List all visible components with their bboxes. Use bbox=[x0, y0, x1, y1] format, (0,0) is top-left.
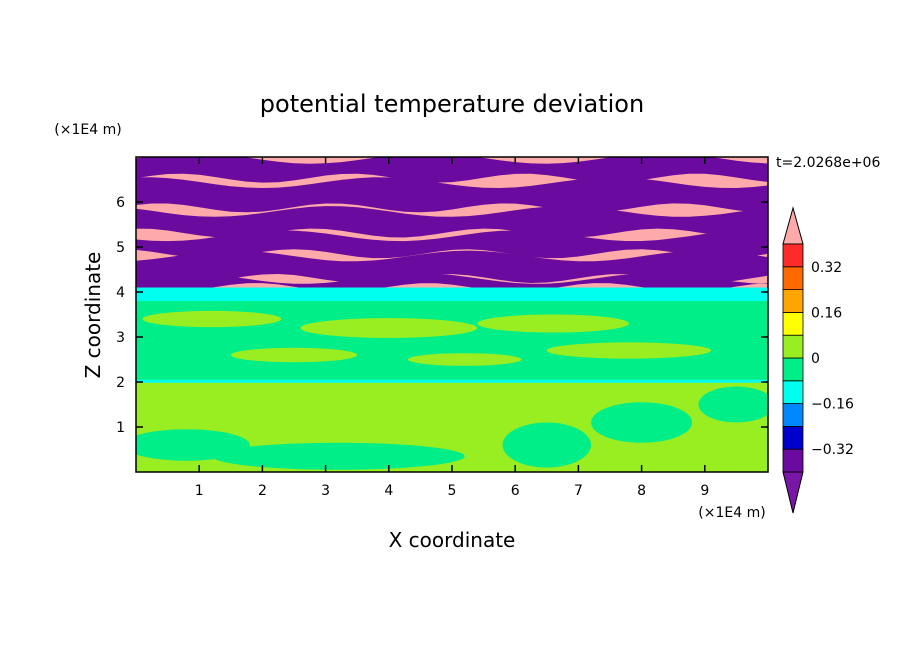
x-tick-label: 1 bbox=[195, 483, 204, 499]
field-blob bbox=[698, 386, 768, 423]
field-band bbox=[136, 157, 768, 183]
colorbar-segment bbox=[782, 243, 804, 268]
colorbar-segment bbox=[782, 403, 804, 427]
y-axis-label: Z coordinate bbox=[81, 252, 105, 379]
x-tick-label: 3 bbox=[321, 483, 330, 499]
y-tick-label: 1 bbox=[116, 420, 125, 436]
y-tick-label: 2 bbox=[116, 375, 125, 391]
colorbar-segment bbox=[782, 357, 804, 382]
field-blob bbox=[300, 318, 478, 338]
field-blob bbox=[546, 342, 712, 359]
field-blob bbox=[407, 353, 522, 366]
y-tick-label: 4 bbox=[116, 285, 125, 301]
field-blob bbox=[211, 442, 465, 470]
field-band bbox=[136, 273, 768, 292]
y-tick-label: 6 bbox=[116, 195, 125, 211]
colorbar-tick-label: 0.16 bbox=[811, 305, 842, 321]
x-tick-label: 8 bbox=[637, 483, 646, 499]
colorbar-tick-label: 0.32 bbox=[811, 260, 842, 276]
y-unit-label: (×1E4 m) bbox=[54, 122, 121, 138]
colorbar-tick-label: −0.32 bbox=[811, 442, 854, 458]
colorbar-tick-label: −0.16 bbox=[811, 397, 854, 413]
y-axis: 1 2 3 4 5 6 bbox=[116, 195, 768, 436]
field-blob bbox=[502, 422, 592, 468]
field-shapes bbox=[136, 157, 768, 470]
colorbar-segment bbox=[782, 311, 804, 336]
colorbar-segment bbox=[782, 425, 804, 450]
field-band bbox=[136, 250, 768, 283]
chart-title: potential temperature deviation bbox=[260, 90, 644, 118]
x-tick-label: 7 bbox=[574, 483, 583, 499]
colorbar: 0.32 0.16 0 −0.16 −0.32 bbox=[782, 206, 854, 514]
field-band bbox=[136, 177, 768, 213]
field-blob bbox=[230, 347, 358, 363]
plot-area bbox=[136, 157, 768, 472]
colorbar-extend-top bbox=[782, 206, 804, 245]
colorbar-segment bbox=[782, 289, 804, 313]
x-axis: 1 2 3 4 5 6 7 8 9 bbox=[195, 157, 709, 499]
field-blob bbox=[477, 314, 629, 333]
x-unit-label: (×1E4 m) bbox=[698, 505, 765, 521]
x-tick-label: 4 bbox=[384, 483, 393, 499]
x-tick-label: 9 bbox=[700, 483, 709, 499]
field-band bbox=[136, 230, 768, 259]
x-tick-label: 6 bbox=[511, 483, 520, 499]
field-band bbox=[136, 206, 768, 238]
colorbar-segment bbox=[782, 448, 804, 473]
colorbar-extend-bottom bbox=[782, 471, 804, 514]
colorbar-segment bbox=[782, 334, 804, 359]
x-tick-label: 5 bbox=[448, 483, 457, 499]
time-label: t=2.0268e+06 bbox=[776, 155, 880, 171]
colorbar-segment bbox=[782, 380, 804, 404]
colorbar-segment bbox=[782, 266, 804, 290]
field-blob bbox=[591, 402, 693, 443]
field-line bbox=[136, 379, 768, 383]
x-tick-label: 2 bbox=[258, 483, 267, 499]
field-blob bbox=[142, 310, 282, 328]
field-cyan-band bbox=[136, 287, 768, 301]
colorbar-tick-label: 0 bbox=[811, 351, 820, 367]
y-tick-label: 5 bbox=[116, 240, 125, 256]
x-axis-label: X coordinate bbox=[389, 528, 516, 552]
y-tick-label: 3 bbox=[116, 330, 125, 346]
